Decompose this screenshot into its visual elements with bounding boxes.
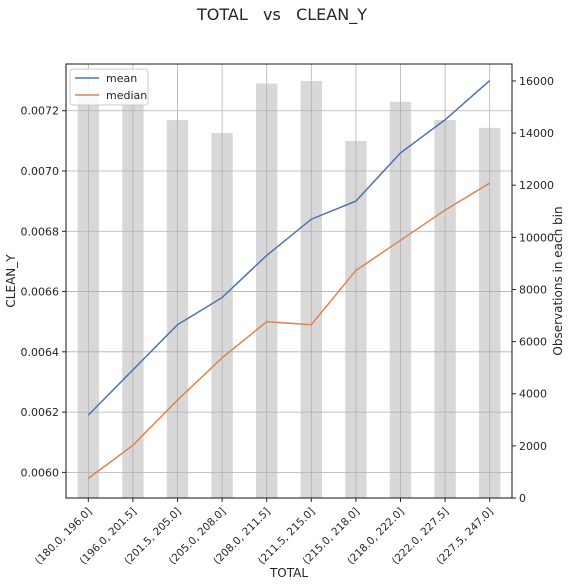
legend: mean median (69, 68, 149, 106)
y-tick-label: 0.0072 (21, 105, 60, 118)
series-line-mean (87, 80, 491, 416)
y2-tick-label: 14000 (519, 127, 554, 140)
y2-tick-label: 2000 (519, 440, 547, 453)
y-axis-label: CLEAN_Y (4, 254, 18, 308)
y-tick-label: 0.0066 (21, 286, 60, 299)
y2-tick-label: 4000 (519, 388, 547, 401)
plot-frame (65, 63, 513, 499)
y-tick-label: 0.0070 (21, 165, 60, 178)
y-axis-ticks: 0.0060 0.0062 0.0064 0.0066 0.0068 0.0070 0.00… (21, 105, 66, 479)
y2-tick-label: 10000 (519, 231, 554, 244)
legend-median-label: median (106, 89, 147, 102)
y2-axis-ticks: 0 2000 4000 6000 8000 10000 12000 14000 16000 (512, 75, 554, 505)
grid-lines (66, 64, 512, 498)
legend-mean-label: mean (106, 72, 137, 85)
y2-tick-label: 12000 (519, 179, 554, 192)
observation-bars (77, 80, 501, 499)
y2-tick-label: 6000 (519, 336, 547, 349)
x-axis-label: TOTAL (269, 566, 308, 580)
y2-axis-label: Observations in each bin (551, 206, 565, 355)
series-line-median (87, 182, 491, 480)
series-lines (87, 80, 491, 480)
x-axis-ticks: (180.0, 196.0](196.0, 201.5](201.5, 205.… (33, 498, 496, 567)
y-tick-label: 0.0060 (21, 466, 60, 479)
y2-tick-label: 8000 (519, 283, 547, 296)
y-tick-label: 0.0062 (21, 406, 60, 419)
y2-tick-label: 0 (519, 492, 526, 505)
y-tick-label: 0.0064 (21, 346, 60, 359)
chart-title: TOTAL vs CLEAN_Y (196, 5, 367, 25)
y-tick-label: 0.0068 (21, 225, 60, 238)
y2-tick-label: 16000 (519, 75, 554, 88)
